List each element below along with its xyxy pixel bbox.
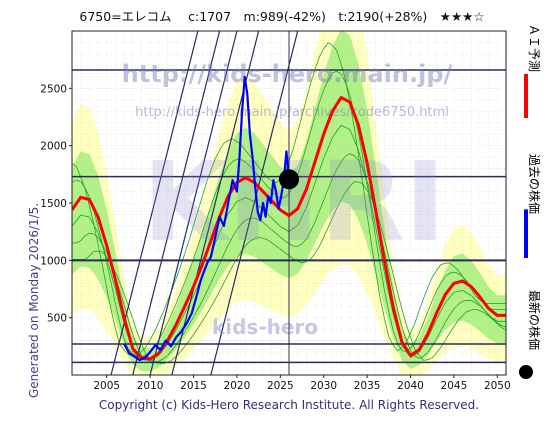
watermark-url-main: http://kids-hero.main.jp/: [122, 60, 453, 88]
x-tick-label: 2015: [180, 380, 207, 392]
x-tick-label: 2045: [441, 380, 468, 392]
y-tick-label: 1000: [40, 255, 67, 267]
legend-label-1: 過去の株価: [527, 154, 542, 214]
y-tick-label: 2000: [40, 141, 67, 153]
legend-swatch-2: [519, 365, 533, 379]
watermark-big: KHRI: [143, 138, 446, 266]
chart-title: 6750=エレコム c:1707 m:989(-42%) t:2190(+28%…: [79, 9, 484, 24]
watermark-bottom: kids-hero: [212, 315, 318, 339]
x-tick-label: 2050: [484, 380, 511, 392]
latest-point: [279, 169, 299, 189]
y-tick-label: 2500: [40, 83, 67, 95]
legend-label-0: ＡＩ予測: [527, 24, 541, 72]
x-tick-label: 2035: [354, 380, 381, 392]
x-tick-label: 2020: [224, 380, 251, 392]
x-tick-label: 2005: [93, 380, 120, 392]
y-tick-label: 500: [47, 313, 67, 325]
watermark-url-code: http://kids-hero.main.jp/archives/code67…: [135, 105, 449, 120]
x-tick-label: 2040: [397, 380, 424, 392]
copyright: Copyright (c) Kids-Hero Research Institu…: [99, 398, 479, 412]
x-tick-label: 2010: [137, 380, 164, 392]
x-tick-label: 2025: [267, 380, 294, 392]
y-tick-label: 1500: [40, 198, 67, 210]
x-tick-label: 2030: [310, 380, 337, 392]
legend-label-2: 最新の株価: [527, 290, 542, 350]
generated-date: Generated on Monday 2026/1/5.: [27, 203, 41, 398]
